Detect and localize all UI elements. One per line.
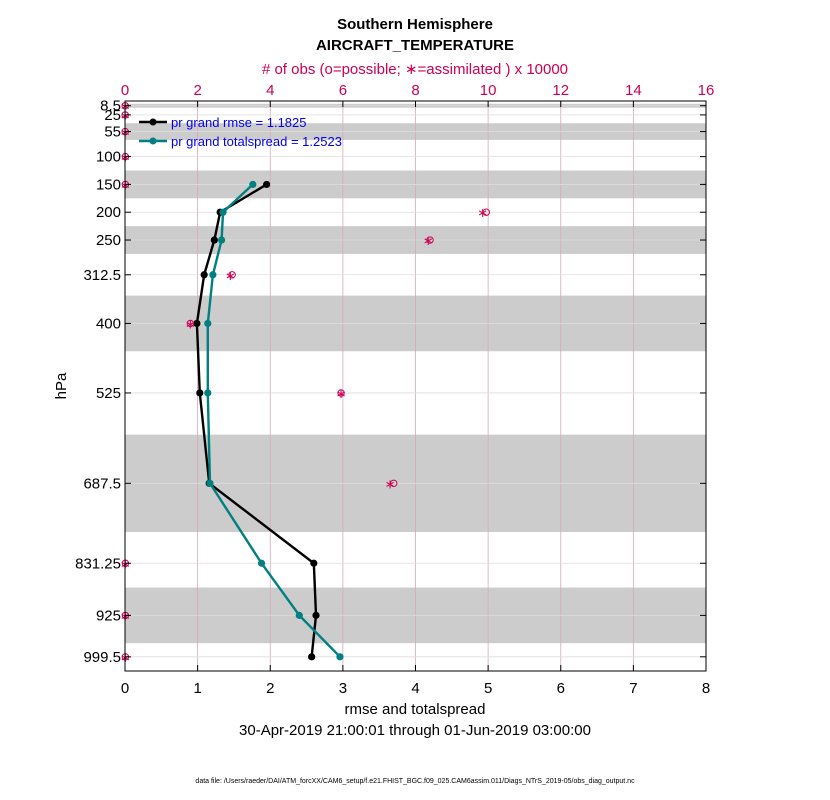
- x-tick-label-7: 7: [629, 680, 637, 697]
- obs-assimilated-6: ∗: [423, 233, 434, 248]
- series-point-rmse-4: [193, 319, 201, 328]
- x-tick-label-6: 6: [557, 680, 565, 697]
- series-point-spread-4: [204, 319, 212, 328]
- top-tick-label-7: 14: [625, 82, 642, 99]
- top-axis-label: # of obs (o=possible; ∗=assimilated ) x …: [262, 61, 568, 78]
- x-tick-label-5: 5: [484, 680, 492, 697]
- top-tick-label-0: 0: [121, 82, 129, 99]
- legend-spread-label: pr grand totalspread = 1.2523: [171, 134, 342, 149]
- y-tick-label-11: 831.25: [75, 555, 121, 572]
- y-tick-label-13: 999.5: [83, 649, 121, 666]
- x-tick-label-1: 1: [193, 680, 201, 697]
- obs-possible-10: [390, 479, 398, 488]
- x-tick-label-4: 4: [411, 680, 419, 697]
- footer-file-path: data file: /Users/raeder/DAI/ATM_forcXX/…: [195, 778, 635, 785]
- top-tick-label-1: 2: [193, 82, 201, 99]
- top-tick-label-3: 6: [339, 82, 347, 99]
- series-point-rmse-0: [263, 180, 271, 189]
- y-tick-label-3: 100: [96, 149, 121, 166]
- y-tick-label-8: 400: [96, 315, 121, 332]
- series-point-rmse-9: [308, 653, 316, 661]
- series-point-spread-6: [206, 479, 214, 487]
- top-tick-label-4: 8: [411, 82, 419, 99]
- series-point-spread-9: [336, 653, 344, 661]
- obs-possible-8: [186, 319, 195, 328]
- y-tick-label-10: 687.5: [83, 475, 121, 492]
- x-tick-label-3: 3: [339, 680, 347, 697]
- top-tick-label-8: 16: [698, 82, 715, 99]
- top-axis: 0 2 4 6 8 10 12 14 16: [121, 82, 715, 107]
- x-tick-label-2: 2: [266, 680, 274, 697]
- y-tick-label-7: 312.5: [83, 267, 121, 284]
- obs-possible-9: [337, 389, 345, 397]
- x-tick-label-8: 8: [702, 680, 710, 697]
- series-point-spread-0: [249, 180, 257, 189]
- obs-assimilated-8: ∗: [185, 316, 196, 331]
- series-point-spread-5: [204, 389, 212, 397]
- legend-spread-marker: [149, 137, 157, 145]
- y-tick-label-2: 55: [104, 124, 121, 141]
- y-tick-label-1: 25: [104, 107, 121, 124]
- obs-possible-5: [482, 208, 491, 216]
- y-tick-label-5: 200: [96, 204, 121, 221]
- x-axis-label: rmse and totalspread: [345, 701, 486, 718]
- obs-assimilated-7: ∗: [225, 268, 236, 283]
- series-point-spread-1: [219, 208, 227, 216]
- legend-rmse-marker: [149, 118, 157, 126]
- obs-possible-7: [228, 271, 236, 279]
- series-line-spread: [206, 183, 341, 658]
- y-tick-label-0: 8.5: [100, 98, 121, 115]
- top-tick-label-5: 10: [480, 82, 497, 99]
- legend: pr grand rmse = 1.1825 pr grand totalspr…: [139, 115, 342, 149]
- top-tick-label-2: 4: [266, 82, 274, 99]
- obs-assimilated-10: ∗: [385, 476, 396, 491]
- series-line-rmse: [195, 183, 318, 657]
- series-lines: [193, 180, 344, 661]
- y-tick-label-6: 250: [96, 232, 121, 249]
- obs-possible-6: [426, 236, 434, 244]
- y-tick-label-12: 925: [96, 607, 121, 624]
- date-range: 30-Apr-2019 21:00:01 through 01-Jun-2019…: [239, 722, 591, 739]
- obs-assimilated-5: ∗: [477, 205, 488, 220]
- series-point-spread-2: [217, 236, 226, 244]
- series-point-rmse-7: [310, 559, 318, 567]
- chart-subtitle: AIRCRAFT_TEMPERATURE: [316, 37, 514, 54]
- chart-title: Southern Hemisphere: [337, 16, 493, 33]
- x-tick-label-0: 0: [121, 680, 129, 697]
- series-point-spread-8: [295, 611, 303, 619]
- series-point-spread-7: [257, 559, 266, 567]
- y-tick-label-4: 150: [96, 176, 121, 193]
- obs-assimilated-9: ∗: [336, 386, 347, 401]
- legend-rmse-label: pr grand rmse = 1.1825: [171, 115, 307, 130]
- series-point-rmse-2: [210, 236, 218, 244]
- series-point-rmse-3: [200, 271, 208, 279]
- y-axis-label: hPa: [53, 372, 70, 399]
- series-point-rmse-8: [312, 611, 320, 619]
- series-point-spread-3: [209, 271, 217, 279]
- top-tick-label-6: 12: [552, 82, 569, 99]
- y-tick-label-9: 525: [96, 385, 121, 402]
- series-point-rmse-5: [196, 389, 204, 397]
- bottom-axis: 0 1 2 3 4 5 6 7 8: [121, 665, 710, 697]
